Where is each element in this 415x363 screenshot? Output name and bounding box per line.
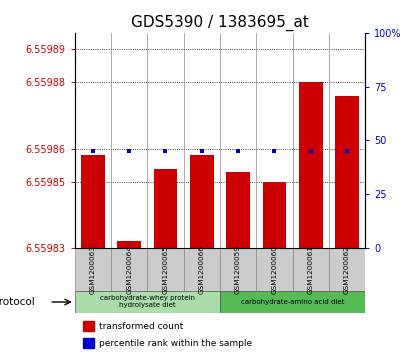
- Text: carbohydrate-amino acid diet: carbohydrate-amino acid diet: [241, 299, 344, 305]
- Bar: [335, 95, 359, 248]
- Text: percentile rank within the sample: percentile rank within the sample: [99, 339, 252, 347]
- Bar: [226, 172, 250, 248]
- Bar: [81, 155, 105, 248]
- Text: transformed count: transformed count: [99, 322, 184, 331]
- Text: GSM1200061: GSM1200061: [308, 245, 314, 294]
- Bar: [75, 290, 220, 313]
- Bar: [329, 248, 365, 290]
- Bar: [75, 248, 111, 290]
- Bar: [220, 290, 365, 313]
- Bar: [263, 182, 286, 248]
- Text: GSM1200064: GSM1200064: [126, 245, 132, 294]
- Text: GSM1200066: GSM1200066: [199, 245, 205, 294]
- Text: GSM1200063: GSM1200063: [90, 245, 96, 294]
- Text: carbohydrate-whey protein
hydrolysate diet: carbohydrate-whey protein hydrolysate di…: [100, 295, 195, 309]
- Bar: [183, 248, 220, 290]
- Bar: [190, 155, 214, 248]
- Bar: [293, 248, 329, 290]
- Bar: [83, 338, 94, 348]
- Bar: [83, 321, 94, 331]
- Text: GSM1200059: GSM1200059: [235, 245, 241, 294]
- Text: GSM1200062: GSM1200062: [344, 245, 350, 294]
- Text: GSM1200065: GSM1200065: [163, 245, 168, 294]
- Text: GSM1200060: GSM1200060: [271, 245, 277, 294]
- Bar: [154, 168, 177, 248]
- Bar: [147, 248, 183, 290]
- Bar: [111, 248, 147, 290]
- Bar: [299, 82, 322, 248]
- Bar: [256, 248, 293, 290]
- Title: GDS5390 / 1383695_at: GDS5390 / 1383695_at: [131, 15, 309, 31]
- Bar: [220, 248, 256, 290]
- Text: protocol: protocol: [0, 297, 35, 307]
- Bar: [117, 241, 141, 248]
